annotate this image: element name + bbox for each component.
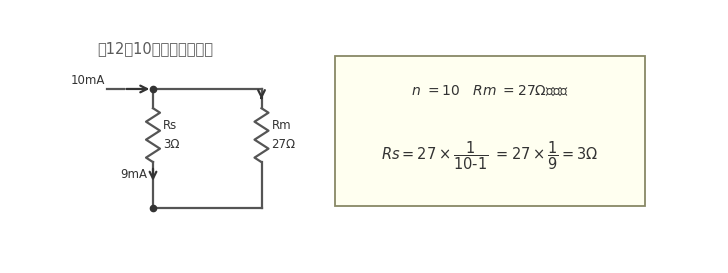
Text: 9mA: 9mA bbox=[120, 168, 147, 181]
Text: 図12　10倍の拡大計算例: 図12 10倍の拡大計算例 bbox=[98, 41, 213, 56]
Text: 27Ω: 27Ω bbox=[272, 138, 296, 151]
Text: $Rs = 27 \times \dfrac{1}{10\text{-}1}\ = 27 \times \dfrac{1}{9} = 3\Omega$: $Rs = 27 \times \dfrac{1}{10\text{-}1}\ … bbox=[381, 140, 599, 172]
Text: Rm: Rm bbox=[272, 119, 291, 132]
Text: Rs: Rs bbox=[163, 119, 178, 132]
FancyBboxPatch shape bbox=[335, 56, 645, 206]
Text: 3Ω: 3Ω bbox=[163, 138, 180, 151]
Text: 10mA: 10mA bbox=[71, 75, 105, 87]
Text: $n\ =10\quad Rm\ =27\Omega$の場合: $n\ =10\quad Rm\ =27\Omega$の場合 bbox=[411, 83, 569, 98]
